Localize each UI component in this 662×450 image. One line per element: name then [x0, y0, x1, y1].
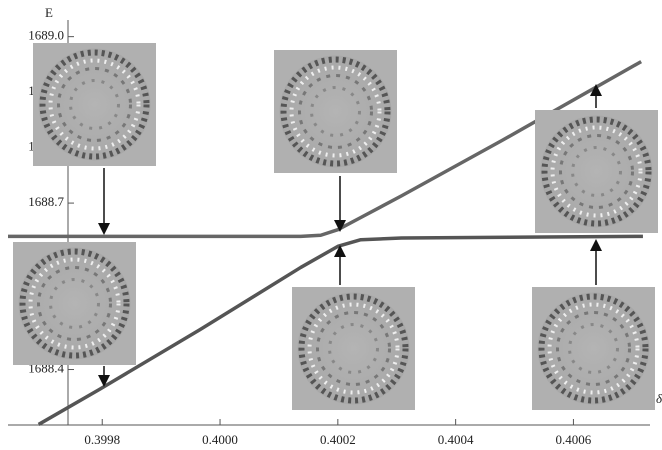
y-axis-label: E	[45, 5, 53, 20]
x-tick-label: 0.3998	[84, 432, 120, 447]
x-tick-label: 0.4006	[556, 432, 592, 447]
arrows	[98, 84, 602, 387]
curve	[8, 60, 643, 239]
y-tick-label: 1688.7	[28, 194, 64, 209]
x-tick-label: 0.4004	[438, 432, 474, 447]
curve	[37, 234, 643, 426]
insets	[13, 43, 658, 410]
y-tick-label: 1689.0	[28, 28, 64, 43]
x-axis-label: δ	[656, 391, 662, 406]
x-tick-label: 0.4000	[202, 432, 238, 447]
x-tick-label: 0.4002	[320, 432, 356, 447]
